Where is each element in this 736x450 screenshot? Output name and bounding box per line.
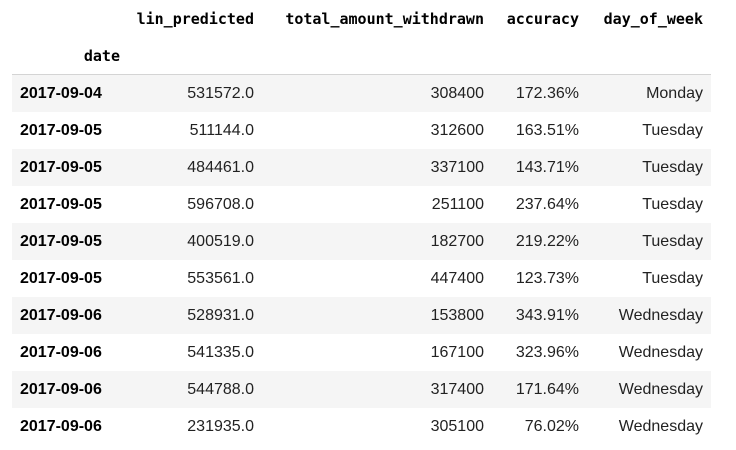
row-index-date: 2017-09-06 [20, 306, 102, 324]
table-row: 2017-09-06 544788.0 317400 171.64% Wednesday [12, 371, 711, 408]
index-row-blank [120, 37, 262, 75]
cell-lin-predicted: 531572.0 [187, 84, 254, 102]
row-index-date: 2017-09-06 [20, 343, 102, 361]
row-index-date: 2017-09-05 [20, 195, 102, 213]
cell-day-of-week: Wednesday [618, 380, 703, 398]
index-row-blank [492, 37, 587, 75]
cell-lin-predicted: 553561.0 [187, 269, 254, 287]
index-row-blank [587, 37, 711, 75]
row-index-date: 2017-09-04 [20, 84, 102, 102]
cell-accuracy: 171.64% [515, 380, 579, 398]
column-header-accuracy: accuracy [506, 9, 579, 28]
row-index-date: 2017-09-06 [20, 417, 102, 435]
column-header-total-amount-withdrawn: total_amount_withdrawn [285, 9, 484, 28]
cell-total-amount-withdrawn: 182700 [430, 232, 484, 250]
cell-total-amount-withdrawn: 337100 [430, 158, 484, 176]
cell-accuracy: 76.02% [524, 417, 579, 435]
dataframe-table: lin_predicted total_amount_withdrawn acc… [12, 0, 711, 445]
table-row: 2017-09-05 484461.0 337100 143.71% Tuesday [12, 149, 711, 186]
cell-total-amount-withdrawn: 251100 [431, 195, 484, 213]
cell-total-amount-withdrawn: 447400 [430, 269, 484, 287]
cell-total-amount-withdrawn: 153800 [430, 306, 484, 324]
cell-day-of-week: Tuesday [642, 269, 703, 287]
row-index-date: 2017-09-05 [20, 121, 102, 139]
table-row: 2017-09-05 400519.0 182700 219.22% Tuesday [12, 223, 711, 260]
cell-accuracy: 123.73% [515, 269, 579, 287]
cell-lin-predicted: 511144.0 [189, 121, 254, 139]
table-row: 2017-09-06 231935.0 305100 76.02% Wednesday [12, 408, 711, 445]
row-index-date: 2017-09-06 [20, 380, 102, 398]
table-row: 2017-09-05 553561.0 447400 123.73% Tuesday [12, 260, 711, 297]
row-index-date: 2017-09-05 [20, 158, 102, 176]
cell-total-amount-withdrawn: 317400 [430, 380, 484, 398]
cell-accuracy: 172.36% [515, 84, 579, 102]
table-row: 2017-09-06 528931.0 153800 343.91% Wednesday [12, 297, 711, 334]
cell-lin-predicted: 541335.0 [187, 343, 254, 361]
row-index-date: 2017-09-05 [20, 232, 102, 250]
table-body: 2017-09-04 531572.0 308400 172.36% Monday 201… [12, 74, 711, 445]
cell-lin-predicted: 528931.0 [187, 306, 254, 324]
table-header: lin_predicted total_amount_withdrawn acc… [12, 0, 711, 75]
table-row: 2017-09-06 541335.0 167100 323.96% Wednesday [12, 334, 711, 371]
index-name-row: date [12, 37, 711, 75]
cell-day-of-week: Tuesday [642, 158, 703, 176]
cell-total-amount-withdrawn: 167100 [430, 343, 484, 361]
cell-accuracy: 143.71% [515, 158, 579, 176]
cell-lin-predicted: 596708.0 [187, 195, 254, 213]
cell-accuracy: 343.91% [515, 306, 579, 324]
cell-accuracy: 219.22% [515, 232, 579, 250]
cell-day-of-week: Wednesday [618, 343, 703, 361]
index-header-blank [12, 0, 120, 37]
cell-accuracy: 163.51% [515, 121, 579, 139]
column-header-row: lin_predicted total_amount_withdrawn acc… [12, 0, 711, 37]
index-row-blank [262, 37, 492, 75]
cell-lin-predicted: 544788.0 [187, 380, 254, 398]
cell-accuracy: 323.96% [515, 343, 579, 361]
table-row: 2017-09-04 531572.0 308400 172.36% Monday [12, 74, 711, 112]
index-name-date: date [12, 37, 120, 75]
column-header-lin-predicted: lin_predicted [136, 9, 254, 28]
cell-day-of-week: Tuesday [642, 121, 703, 139]
cell-day-of-week: Wednesday [618, 306, 703, 324]
cell-day-of-week: Monday [646, 84, 703, 102]
cell-lin-predicted: 231935.0 [187, 417, 254, 435]
cell-accuracy: 237.64% [515, 195, 579, 213]
cell-lin-predicted: 400519.0 [187, 232, 254, 250]
row-index-date: 2017-09-05 [20, 269, 102, 287]
table-row: 2017-09-05 511144.0 312600 163.51% Tuesday [12, 112, 711, 149]
cell-lin-predicted: 484461.0 [187, 158, 254, 176]
column-header-day-of-week: day_of_week [603, 9, 703, 28]
cell-total-amount-withdrawn: 308400 [430, 84, 484, 102]
cell-total-amount-withdrawn: 305100 [430, 417, 484, 435]
cell-day-of-week: Wednesday [618, 417, 703, 435]
cell-day-of-week: Tuesday [642, 232, 703, 250]
dataframe-output: lin_predicted total_amount_withdrawn acc… [12, 0, 711, 445]
table-row: 2017-09-05 596708.0 251100 237.64% Tuesday [12, 186, 711, 223]
cell-day-of-week: Tuesday [642, 195, 703, 213]
cell-total-amount-withdrawn: 312600 [430, 121, 484, 139]
